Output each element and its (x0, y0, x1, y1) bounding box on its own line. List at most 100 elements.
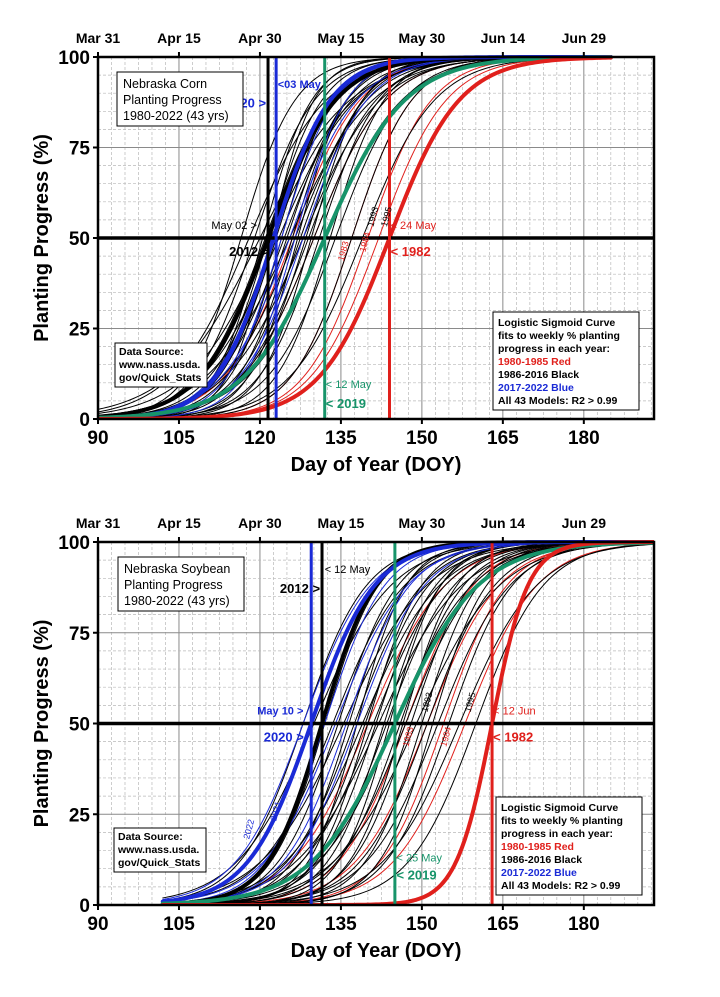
title-box: Nebraska Soybean Planting Progress 1980-20… (117, 556, 245, 612)
legend-box-frame (495, 796, 643, 896)
annotation: May 02 > (211, 220, 257, 232)
y-tick-label: 100 (58, 533, 90, 554)
legend-line: Logistic Sigmoid Curve (501, 802, 618, 814)
annotation: <03 May (278, 79, 322, 91)
legend-line: 2017-2022 Blue (498, 382, 574, 394)
top-date-label: May 30 (399, 515, 446, 531)
x-tick-label: 90 (87, 914, 108, 935)
top-date-label: Apr 15 (157, 515, 201, 531)
annotation: < 12 May (325, 564, 371, 576)
x-tick-label: 180 (568, 914, 600, 935)
source-box: Data Source:www.nass.usda.gov/Quick_Stat… (113, 827, 207, 873)
annotation: < 1982 (391, 244, 431, 259)
x-tick-label: 120 (244, 428, 276, 449)
x-tick-label: 90 (87, 428, 108, 449)
y-tick-label: 25 (69, 320, 91, 341)
x-tick-label: 150 (406, 428, 438, 449)
y-tick-label: 0 (79, 896, 90, 917)
annotation: 2020 > (264, 730, 305, 745)
top-date-label: Jun 29 (562, 30, 607, 46)
source-box-line: Data Source: (118, 831, 183, 843)
legend-line: All 43 Models: R2 > 0.99 (501, 880, 621, 892)
corn-panel: 90 105 120 135 150 165 180 0 25 50 75 100 Mar 31 Apr … (31, 30, 656, 476)
source-box-line: Data Source: (119, 346, 184, 358)
x-tick-label: 165 (487, 428, 519, 449)
title-box-line: Planting Progress (124, 578, 223, 592)
legend-line: 1980-1985 Red (501, 841, 574, 853)
top-date-label: May 15 (318, 30, 365, 46)
legend-line: 1986-2016 Black (498, 369, 579, 381)
top-date-label: Apr 15 (157, 30, 201, 46)
x-tick-label: 150 (406, 914, 438, 935)
annotation: < 2019 (397, 868, 437, 883)
y-tick-label: 100 (58, 48, 90, 69)
title-box-line: Nebraska Corn (123, 77, 207, 91)
x-tick-label: 165 (487, 914, 519, 935)
top-date-label: Apr 30 (238, 515, 282, 531)
annotation: 2012 > (229, 244, 270, 259)
x-axis-title: Day of Year (DOY) (291, 454, 462, 476)
legend-line: progress in each year: (501, 828, 613, 840)
title-box-line: 1980-2022 (43 yrs) (124, 594, 230, 608)
y-tick-label: 75 (69, 624, 91, 645)
source-box-line: www.nass.usda. (118, 359, 200, 371)
source-box: Data Source:www.nass.usda.gov/Quick_Stat… (114, 342, 208, 388)
y-tick-label: 25 (69, 805, 91, 826)
top-date-label: Jun 14 (481, 30, 526, 46)
source-box-frame (114, 342, 208, 388)
legend-line: All 43 Models: R2 > 0.99 (498, 395, 618, 407)
x-tick-label: 180 (568, 428, 600, 449)
legend-line: 2017-2022 Blue (501, 867, 577, 879)
source-box-frame (113, 827, 207, 873)
x-tick-label: 135 (325, 428, 357, 449)
source-box-line: gov/Quick_Stats (118, 857, 200, 869)
x-tick-label: 105 (163, 428, 195, 449)
y-tick-label: 50 (69, 229, 90, 250)
annotation: < 24 May (391, 220, 437, 232)
x-tick-label: 105 (163, 914, 195, 935)
top-date-label: May 15 (318, 515, 365, 531)
top-date-label: May 30 (399, 30, 446, 46)
annotation: < 12 Jun (493, 705, 536, 717)
title-box-line: 1980-2022 (43 yrs) (123, 109, 229, 123)
y-tick-label: 0 (79, 410, 90, 431)
annotation: < 1982 (493, 730, 533, 745)
title-box: Nebraska Corn Planting Progress 1980-2022 … (116, 71, 244, 127)
legend-line: 1980-1985 Red (498, 356, 571, 368)
title-box-frame (116, 71, 244, 127)
legend-line: fits to weekly % planting (498, 330, 620, 342)
legend-box-frame (492, 311, 640, 411)
top-date-label: Jun 29 (562, 515, 607, 531)
x-axis-title: Day of Year (DOY) (291, 940, 462, 962)
annotation: < 2019 (326, 396, 366, 411)
legend-line: fits to weekly % planting (501, 815, 623, 827)
legend-line: progress in each year: (498, 343, 610, 355)
y-axis-title: Planting Progress (%) (31, 620, 53, 828)
curve-2019 (98, 55, 613, 419)
title-box-line: Planting Progress (123, 93, 222, 107)
soybean-panel: 90 105 120 135 150 165 180 0 25 50 75 100 Mar 31 Apr … (31, 515, 656, 962)
title-box-line: Nebraska Soybean (124, 562, 230, 576)
source-box-line: gov/Quick_Stats (119, 372, 201, 384)
y-tick-label: 50 (69, 715, 90, 736)
top-date-label: Jun 14 (481, 515, 526, 531)
source-box-line: www.nass.usda. (117, 844, 199, 856)
title-box-frame (117, 556, 245, 612)
curve-1982 (160, 540, 654, 905)
legend-line: Logistic Sigmoid Curve (498, 317, 615, 329)
top-date-label: Mar 31 (76, 515, 121, 531)
annotation: 2012 > (280, 581, 321, 596)
x-tick-label: 120 (244, 914, 276, 935)
legend-line: 1986-2016 Black (501, 854, 582, 866)
x-tick-label: 135 (325, 914, 357, 935)
annotation: < 12 May (326, 379, 372, 391)
y-axis-title: Planting Progress (%) (31, 134, 53, 342)
annotation: May 10 > (257, 705, 303, 717)
top-date-label: Apr 30 (238, 30, 282, 46)
top-date-label: Mar 31 (76, 30, 121, 46)
y-tick-label: 75 (69, 139, 91, 160)
